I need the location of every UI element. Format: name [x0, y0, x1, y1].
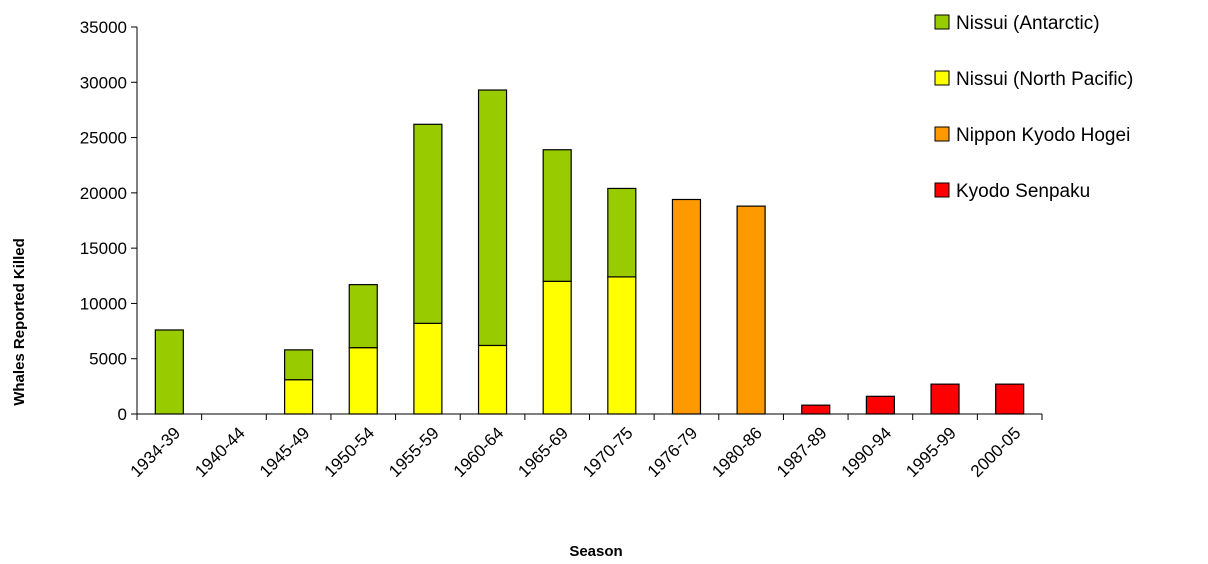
bar-segment	[607, 276, 637, 415]
x-tick-label: 1965-69	[514, 423, 572, 481]
y-tick-label: 5000	[89, 350, 127, 369]
legend-label: Nissui (North Pacific)	[956, 69, 1133, 90]
y-tick-label: 25000	[80, 129, 127, 148]
bar-segment	[413, 322, 443, 415]
x-tick-label: 1945-49	[256, 423, 314, 481]
bar-segment	[284, 349, 314, 381]
x-tick-label: 1955-59	[385, 423, 443, 481]
bar-segment	[542, 149, 572, 282]
x-tick-label: 1987-89	[773, 423, 831, 481]
x-tick-label: 1990-94	[838, 423, 896, 481]
legend: Nissui (Antarctic) Nissui (North Pacific)…	[934, 13, 1133, 202]
x-axis-title: Season	[569, 543, 622, 560]
bar-segment	[542, 280, 572, 415]
bar-segment	[477, 89, 508, 347]
bar-segment	[348, 284, 378, 349]
y-tick-label: 20000	[80, 184, 127, 203]
bars	[154, 89, 1025, 415]
x-tick-label: 1976-79	[644, 423, 702, 481]
y-tick-label: 10000	[80, 294, 127, 313]
bar-segment	[995, 383, 1025, 415]
legend-label: Nissui (Antarctic)	[956, 13, 1100, 34]
bar-segment	[801, 404, 831, 415]
bar-segment	[865, 395, 895, 415]
y-axis: 0 5000 10000 15000 20000 25000 30000 35000	[80, 18, 138, 424]
x-tick-label: 2000-05	[967, 423, 1025, 481]
bar-segment	[607, 187, 637, 278]
legend-swatch	[934, 182, 950, 198]
bar-segment	[413, 123, 443, 324]
legend-swatch	[934, 126, 950, 142]
legend-label: Nippon Kyodo Hogei	[956, 125, 1130, 146]
x-tick-label: 1960-64	[450, 423, 508, 481]
bar-segment	[930, 383, 960, 415]
y-tick-label: 15000	[80, 239, 127, 258]
legend-swatch	[934, 14, 950, 30]
x-tick-label: 1940-44	[191, 423, 249, 481]
x-tick-label: 1934-39	[127, 423, 185, 481]
bar-segment	[284, 379, 314, 415]
bar-segment	[348, 347, 378, 415]
y-tick-label: 35000	[80, 18, 127, 37]
x-tick-label: 1950-54	[321, 423, 379, 481]
legend-label: Kyodo Senpaku	[956, 181, 1090, 202]
x-tick-label: 1995-99	[902, 423, 960, 481]
y-axis-title: Whales Reported Killed	[11, 238, 28, 406]
y-tick-label: 30000	[80, 73, 127, 92]
legend-swatch	[934, 70, 950, 86]
x-axis: 1934-39 1940-44 1945-49 1950-54 1955-59 1960-…	[127, 413, 1043, 481]
bar-segment	[736, 205, 766, 415]
bar-segment	[671, 198, 702, 415]
y-tick-label: 0	[118, 405, 127, 424]
bar-segment	[477, 344, 508, 415]
bar-segment	[154, 329, 184, 415]
x-tick-label: 1980-86	[708, 423, 766, 481]
x-tick-label: 1970-75	[579, 423, 637, 481]
